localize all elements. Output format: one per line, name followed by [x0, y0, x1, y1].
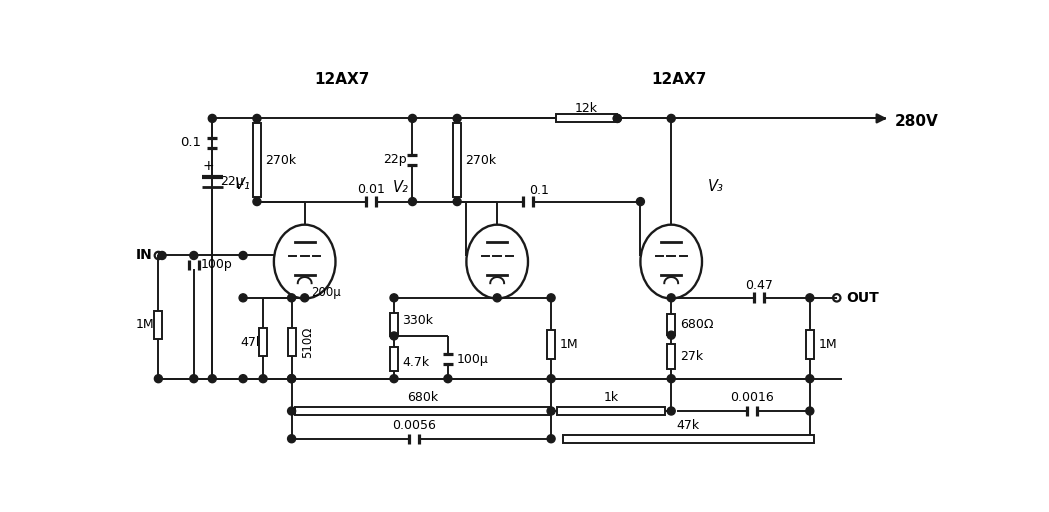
Circle shape	[209, 114, 216, 122]
Circle shape	[667, 331, 676, 339]
Text: 12k: 12k	[575, 102, 598, 115]
Bar	[390, 348, 398, 371]
Text: 280V: 280V	[895, 114, 938, 129]
Circle shape	[287, 294, 296, 302]
Text: 12AX7: 12AX7	[314, 72, 369, 87]
Circle shape	[209, 375, 216, 382]
Circle shape	[408, 198, 416, 206]
Ellipse shape	[467, 225, 528, 298]
Bar	[295, 407, 551, 415]
Text: 680k: 680k	[407, 391, 438, 404]
Circle shape	[667, 375, 676, 382]
Text: 0.0056: 0.0056	[391, 419, 435, 432]
Circle shape	[548, 375, 555, 382]
Circle shape	[667, 407, 676, 415]
Circle shape	[287, 375, 296, 382]
Text: 27k: 27k	[680, 350, 703, 363]
Circle shape	[239, 251, 248, 260]
Text: 680Ω: 680Ω	[680, 318, 713, 331]
Ellipse shape	[274, 225, 336, 298]
Bar	[390, 313, 398, 336]
Bar	[259, 328, 267, 356]
Circle shape	[493, 294, 501, 302]
Circle shape	[667, 114, 676, 122]
Text: 22p: 22p	[383, 154, 407, 166]
Text: 47k: 47k	[240, 335, 263, 349]
Text: 47k: 47k	[677, 419, 700, 432]
Circle shape	[806, 375, 814, 382]
Circle shape	[444, 375, 452, 382]
Circle shape	[239, 294, 248, 302]
Text: V₃: V₃	[708, 179, 724, 194]
Circle shape	[548, 407, 555, 415]
Circle shape	[390, 332, 398, 340]
Circle shape	[667, 294, 676, 302]
Text: 0.1: 0.1	[180, 136, 201, 149]
Text: OUT: OUT	[845, 291, 879, 305]
Text: 100p: 100p	[200, 258, 233, 271]
Bar	[547, 330, 555, 359]
Text: 12AX7: 12AX7	[651, 72, 707, 87]
Circle shape	[806, 407, 814, 415]
Text: 0.47: 0.47	[745, 279, 773, 292]
Text: 0.0016: 0.0016	[730, 391, 774, 404]
Bar	[806, 330, 814, 359]
Text: 0.01: 0.01	[357, 183, 385, 196]
Circle shape	[390, 294, 398, 302]
Circle shape	[154, 375, 163, 382]
Text: 0.1: 0.1	[530, 183, 550, 197]
Circle shape	[190, 251, 198, 260]
Text: 1k: 1k	[603, 391, 619, 404]
Circle shape	[253, 114, 261, 122]
Bar	[287, 328, 296, 356]
Text: 270k: 270k	[466, 154, 497, 166]
Circle shape	[301, 294, 308, 302]
Bar	[154, 311, 163, 339]
Circle shape	[806, 294, 814, 302]
Circle shape	[614, 114, 621, 122]
Bar	[253, 123, 261, 197]
Circle shape	[239, 375, 248, 382]
Text: 100μ: 100μ	[456, 353, 488, 366]
Ellipse shape	[640, 225, 702, 298]
Circle shape	[453, 198, 462, 206]
Bar	[667, 344, 676, 370]
Text: 1M: 1M	[818, 338, 837, 351]
Circle shape	[614, 114, 621, 122]
Circle shape	[158, 251, 166, 260]
Circle shape	[453, 114, 462, 122]
Text: 4.7k: 4.7k	[403, 356, 430, 369]
Circle shape	[253, 198, 261, 206]
Circle shape	[287, 407, 296, 415]
Text: 1M: 1M	[559, 338, 578, 351]
Circle shape	[390, 375, 398, 382]
Bar	[557, 407, 665, 415]
Bar	[667, 314, 676, 335]
Bar	[556, 114, 617, 122]
Text: 1M: 1M	[135, 318, 154, 331]
Text: V₁: V₁	[235, 177, 251, 192]
Text: 330k: 330k	[403, 314, 433, 327]
Circle shape	[408, 114, 416, 122]
Bar	[562, 435, 814, 443]
Circle shape	[287, 375, 296, 382]
Circle shape	[548, 294, 555, 302]
Circle shape	[259, 375, 267, 382]
Text: 22μ: 22μ	[220, 175, 243, 188]
Circle shape	[548, 435, 555, 443]
Circle shape	[190, 375, 198, 382]
Circle shape	[637, 198, 644, 206]
Text: IN: IN	[136, 248, 153, 262]
Bar	[453, 123, 462, 197]
Circle shape	[287, 435, 296, 443]
Text: 200μ: 200μ	[311, 286, 341, 299]
Text: 510Ω: 510Ω	[302, 327, 315, 358]
Text: 270k: 270k	[265, 154, 297, 166]
Text: +: +	[202, 159, 214, 173]
Text: V₂: V₂	[392, 180, 409, 195]
